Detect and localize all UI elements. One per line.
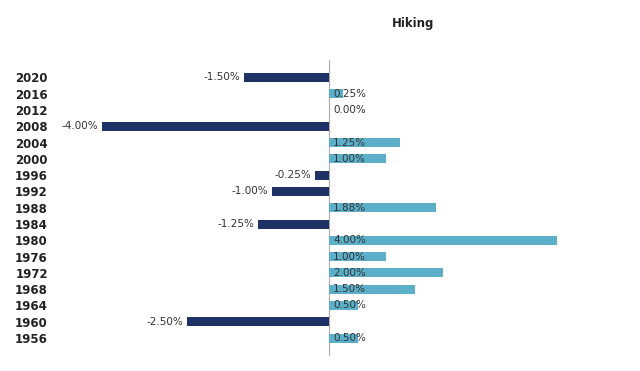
Bar: [258, 220, 329, 229]
Bar: [187, 317, 329, 326]
Bar: [329, 334, 358, 342]
Bar: [273, 187, 329, 196]
Bar: [329, 285, 415, 294]
Text: 1.25%: 1.25%: [333, 138, 366, 148]
Bar: [329, 138, 401, 147]
Text: -1.25%: -1.25%: [217, 219, 254, 229]
Bar: [244, 73, 329, 82]
Text: -2.50%: -2.50%: [147, 317, 183, 327]
Bar: [102, 122, 329, 131]
Text: 0.50%: 0.50%: [333, 301, 366, 311]
Text: -4.00%: -4.00%: [61, 121, 98, 131]
Bar: [329, 236, 557, 245]
Bar: [329, 269, 443, 278]
Bar: [329, 203, 436, 212]
Text: Hiking: Hiking: [392, 17, 434, 30]
Bar: [329, 252, 386, 261]
Text: -1.50%: -1.50%: [203, 72, 240, 82]
Text: 1.00%: 1.00%: [333, 154, 366, 164]
Text: 0.25%: 0.25%: [333, 89, 366, 99]
Text: 1.88%: 1.88%: [333, 203, 366, 213]
Text: 1.50%: 1.50%: [333, 284, 366, 294]
Bar: [329, 301, 358, 310]
Text: Cutting: Cutting: [203, 17, 252, 30]
Text: -1.00%: -1.00%: [232, 187, 268, 197]
Text: 0.00%: 0.00%: [333, 105, 366, 115]
Text: 0.50%: 0.50%: [333, 333, 366, 343]
Text: -0.25%: -0.25%: [275, 170, 311, 180]
Text: 2.00%: 2.00%: [333, 268, 366, 278]
Text: 4.00%: 4.00%: [333, 235, 366, 245]
Text: 1.00%: 1.00%: [333, 252, 366, 262]
Bar: [315, 171, 329, 180]
Bar: [329, 154, 386, 163]
Bar: [329, 89, 344, 98]
